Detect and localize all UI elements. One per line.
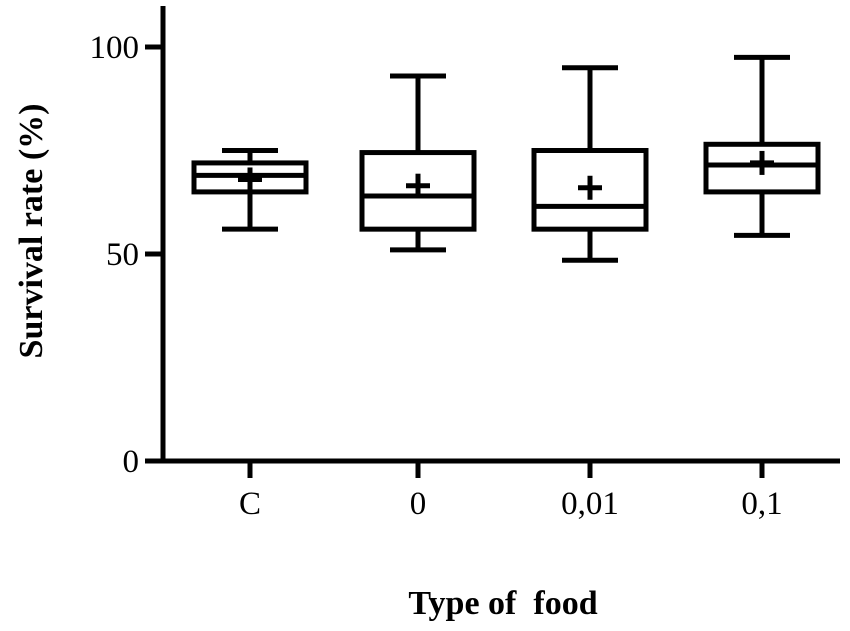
x-tick-label: 0,01 <box>561 486 619 522</box>
x-axis-title: Type of food <box>408 585 597 622</box>
box-4 <box>703 54 821 238</box>
x-tick-label: C <box>239 486 261 522</box>
y-tick-label: 0 <box>123 444 140 480</box>
y-tick-label: 100 <box>90 30 140 66</box>
x-tick-label: 0,1 <box>741 486 782 522</box>
y-tick-label: 50 <box>106 237 139 273</box>
x-tick-label: 0 <box>410 486 427 522</box>
box-2 <box>359 73 477 253</box>
y-axis-title: Survival rate (%) <box>13 104 50 359</box>
boxes <box>191 54 821 263</box>
box-1 <box>191 148 309 232</box>
axes: 0 50 100 C 0 0,01 0,1 <box>90 6 840 522</box>
box-3 <box>531 65 649 263</box>
